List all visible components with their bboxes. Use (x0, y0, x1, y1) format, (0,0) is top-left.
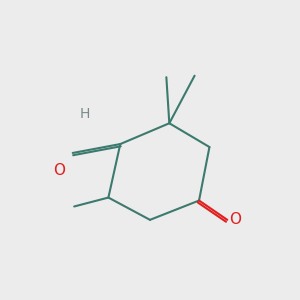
Text: O: O (53, 163, 65, 178)
Text: H: H (80, 107, 90, 121)
Text: O: O (229, 212, 241, 227)
